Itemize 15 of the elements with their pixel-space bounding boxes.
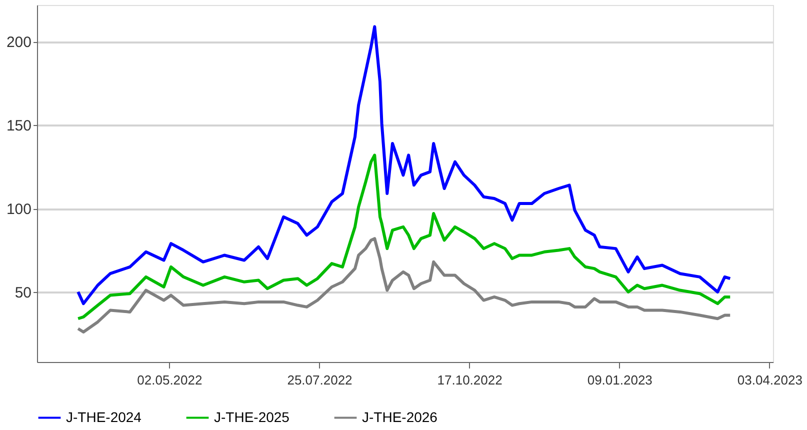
y-tick-label: 100 [6,201,32,218]
line-series [76,25,732,306]
x-tick-label: 25.07.2022 [287,372,352,388]
line-series [76,237,732,334]
x-tick-label: 09.01.2023 [587,372,652,388]
legend-label: J-THE-2026 [362,408,438,425]
y-tick-label: 150 [6,118,32,135]
x-tick-label: 03.04.2023 [737,372,802,388]
line-series [76,154,732,320]
y-tick-label: 200 [6,34,32,52]
x-tick-label: 02.05.2022 [137,372,202,388]
legend-label: J-THE-2025 [214,408,290,425]
y-tick-label: 50 [14,284,32,302]
x-tick-label: 17.10.2022 [437,372,502,388]
legend-label: J-THE-2024 [66,408,142,425]
